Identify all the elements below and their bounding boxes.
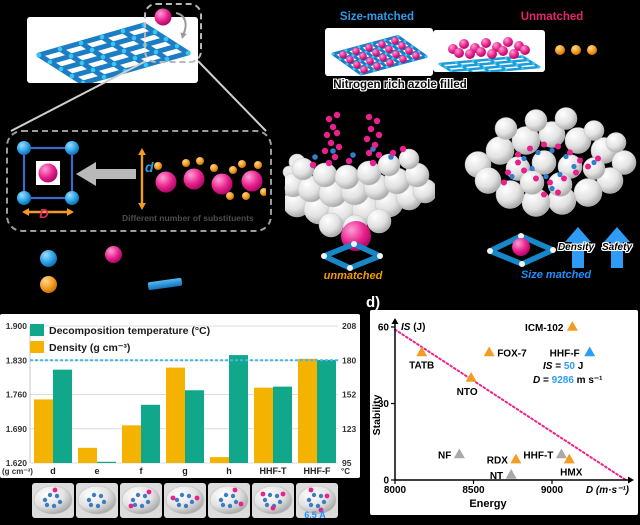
density-up-arrow-icon <box>565 227 591 269</box>
azole-caption: Nitrogen rich azole filled <box>333 79 467 91</box>
svg-text:HMX: HMX <box>560 468 583 479</box>
svg-text:NTO: NTO <box>457 387 478 398</box>
size-matched-cage-icon <box>487 233 556 267</box>
svg-text:180: 180 <box>342 355 356 365</box>
svg-text:IS (J): IS (J) <box>401 322 425 333</box>
unmatched-title: Unmatched <box>520 11 584 23</box>
atom-legend-spheres <box>40 246 183 293</box>
svg-text:FOX-7: FOX-7 <box>497 349 527 360</box>
filled-lattice-graphic <box>331 35 428 76</box>
ellipsis-dots-icon <box>555 45 597 55</box>
svg-text:95: 95 <box>342 458 352 468</box>
svg-text:HHF-F: HHF-F <box>550 349 580 360</box>
svg-text:1.620: 1.620 <box>6 458 28 468</box>
size-matched-title: Size-matched <box>339 11 415 23</box>
svg-text:TATB: TATB <box>409 361 434 372</box>
svg-text:d: d <box>50 466 56 476</box>
svg-text:8500: 8500 <box>462 485 485 496</box>
crystal-packing-left <box>285 111 435 240</box>
svg-text:Decomposition temperature (°C): Decomposition temperature (°C) <box>49 325 210 337</box>
magnified-node-box <box>144 3 202 63</box>
svg-text:152: 152 <box>342 390 356 400</box>
svg-text:1.900: 1.900 <box>6 321 28 331</box>
svg-text:f: f <box>140 466 144 476</box>
unit-cell-zoom-box: d D Different number of substituents <box>6 130 272 232</box>
svg-text:h: h <box>226 466 232 476</box>
unmatched-lattice-image <box>433 30 545 72</box>
svg-text:HHF-T: HHF-T <box>523 451 553 462</box>
svg-text:NT: NT <box>490 471 503 482</box>
svg-text:123: 123 <box>342 424 356 434</box>
bar-chart-panel: 1.900 208 1.830 180 1.760 152 1.690 123 1.620 95 d… <box>0 314 360 478</box>
svg-text:g: g <box>182 466 188 476</box>
svg-text:60: 60 <box>378 323 390 334</box>
svg-text:NF: NF <box>438 451 451 462</box>
pore-size-label: d <box>145 159 154 175</box>
ontop-lattice-graphic <box>438 37 541 72</box>
svg-text:1.760: 1.760 <box>6 390 28 400</box>
pore-size-note: 6.5 Å <box>304 510 326 520</box>
svg-text:8000: 8000 <box>384 485 407 496</box>
svg-text:9000: 9000 <box>541 485 564 496</box>
svg-text:D = 9286 m s⁻¹: D = 9286 m s⁻¹ <box>533 375 603 386</box>
size-matched-lattice-image <box>325 28 433 76</box>
svg-text:Stability: Stability <box>371 394 383 435</box>
svg-text:HHF-T: HHF-T <box>260 466 287 476</box>
svg-text:°C: °C <box>341 467 350 476</box>
svg-text:IS = 50 J: IS = 50 J <box>543 361 583 372</box>
bar-chart: 1.900 208 1.830 180 1.760 152 1.690 123 1.620 95 d… <box>2 321 356 476</box>
scatter-chart: 8000 8500 9000 0 30 60 IS (J) Stability Energy D … <box>371 318 634 510</box>
safety-label: Safety <box>601 242 632 253</box>
guest-molecule-arrow-graphic <box>154 8 187 39</box>
svg-text:208: 208 <box>342 321 356 331</box>
unmatched-caption: unmatched <box>323 270 383 282</box>
crystal-packing-right <box>464 107 637 217</box>
panel-d-label: d) <box>366 294 381 311</box>
svg-text:0: 0 <box>383 476 389 487</box>
svg-text:RDX: RDX <box>487 456 508 467</box>
density-label: Density <box>557 242 595 253</box>
cell-size-label: D <box>39 206 49 221</box>
svg-text:Energy: Energy <box>469 498 507 510</box>
svg-text:e: e <box>94 466 99 476</box>
unmatched-cage-icon <box>321 221 383 271</box>
svg-text:D (m·s⁻¹): D (m·s⁻¹) <box>586 485 630 496</box>
substituents-caption: Different number of substituents <box>122 213 254 223</box>
size-matched-caption: Size matched <box>520 269 592 281</box>
svg-text:(g cm⁻³): (g cm⁻³) <box>2 467 33 476</box>
unit-cell-graphic <box>17 141 266 216</box>
molecule-thumbnails-row <box>32 483 338 518</box>
svg-text:30: 30 <box>378 399 390 410</box>
svg-text:ICM-102: ICM-102 <box>525 323 564 334</box>
svg-text:1.690: 1.690 <box>6 424 28 434</box>
scatter-plot-panel: 8000 8500 9000 0 30 60 IS (J) Stability Energy D … <box>370 310 638 515</box>
svg-text:Density (g cm⁻³): Density (g cm⁻³) <box>49 342 130 354</box>
svg-text:1.830: 1.830 <box>6 355 28 365</box>
svg-text:HHF-F: HHF-F <box>304 466 331 476</box>
safety-up-arrow-icon <box>604 227 630 269</box>
